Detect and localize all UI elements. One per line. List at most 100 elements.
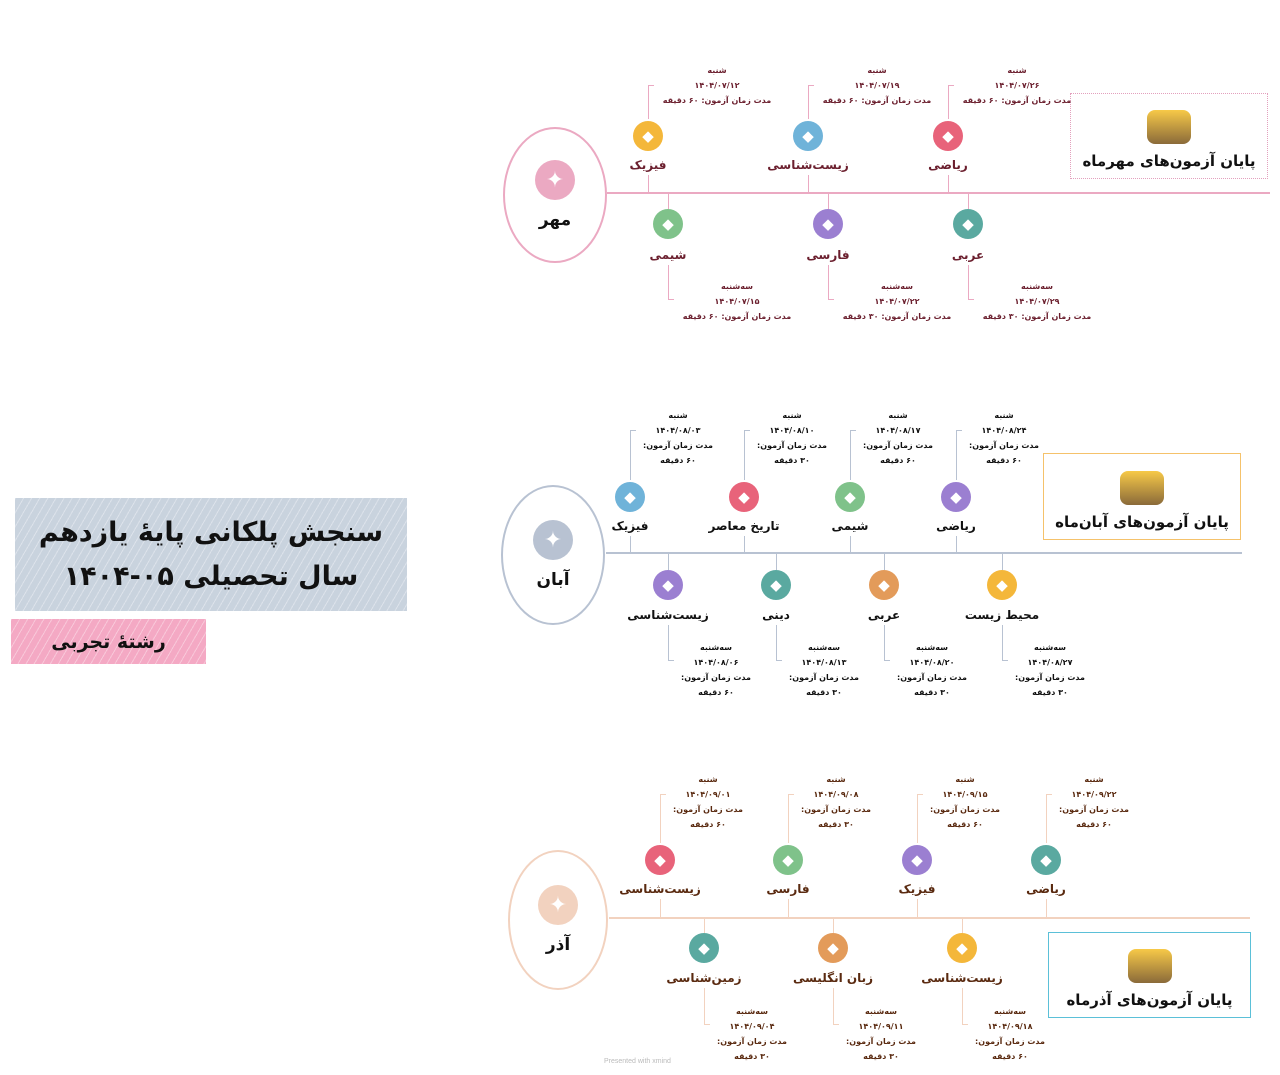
lightbulb-circuit-icon: ◆ bbox=[633, 121, 663, 151]
connector bbox=[668, 192, 669, 209]
exam-day: سه‌شنبه bbox=[789, 640, 859, 655]
connector bbox=[668, 660, 674, 661]
exam-info: شنبه ۱۴۰۴/۰۸/۲۴ مدت زمان آزمون: ۶۰ دقیقه bbox=[969, 408, 1039, 468]
subtitle: رشتهٔ تجربی bbox=[51, 630, 166, 653]
subject-label[interactable]: شیمی bbox=[831, 519, 869, 533]
exam-duration-label: مدت زمان آزمون: bbox=[1021, 312, 1092, 321]
subject-label[interactable]: ریاضی bbox=[936, 519, 976, 533]
exam-duration-value: ۳۰ دقیقه bbox=[734, 1052, 770, 1061]
petri-dish-icon: ◆ bbox=[793, 121, 823, 151]
desert-building-icon: ◆ bbox=[953, 209, 983, 239]
exam-duration-label: مدت زمان آزمون: bbox=[1015, 673, 1085, 682]
exam-duration-label-duration-value: مدت زمان آزمون: ۳۰ دقیقه bbox=[843, 309, 952, 324]
connector bbox=[744, 430, 745, 480]
subject-label[interactable]: زیست‌شناسی bbox=[921, 971, 1003, 985]
exam-date: ۱۴۰۴/۰۷/۱۲ bbox=[694, 81, 740, 90]
subject-label[interactable]: زیست‌شناسی bbox=[619, 882, 701, 896]
exam-duration-value: ۶۰ دقیقه bbox=[662, 96, 699, 105]
subject-label[interactable]: شیمی bbox=[649, 248, 687, 262]
connector bbox=[828, 192, 829, 209]
month-label: آذر bbox=[545, 935, 571, 955]
subject-label[interactable]: فارسی bbox=[806, 248, 850, 262]
exam-duration-value: ۳۰ دقیقه bbox=[914, 688, 950, 697]
exam-duration-label: مدت زمان آزمون: bbox=[975, 1037, 1045, 1046]
connector bbox=[956, 430, 957, 480]
exam-duration-value: ۳۰ دقیقه bbox=[897, 685, 967, 700]
month-label: آبان bbox=[536, 570, 570, 590]
exam-duration-value: ۶۰ دقیقه bbox=[969, 453, 1039, 468]
end-node-azar[interactable]: پایان آزمون‌های آذرماه bbox=[1048, 932, 1251, 1018]
exam-duration-label: مدت زمان آزمون: bbox=[1015, 670, 1085, 685]
connector bbox=[968, 299, 974, 300]
connector bbox=[808, 85, 814, 86]
exam-duration-label: مدت زمان آزمون: bbox=[969, 438, 1039, 453]
connector bbox=[1002, 625, 1003, 660]
connector bbox=[668, 552, 669, 570]
exam-duration-value: ۳۰ دقیقه bbox=[789, 685, 859, 700]
exam-date: ۱۴۰۴/۰۹/۰۸ bbox=[801, 787, 871, 802]
exam-date: ۱۴۰۴/۰۸/۱۰ bbox=[757, 423, 827, 438]
cake-icon bbox=[1127, 949, 1172, 983]
subject-label[interactable]: تاریخ معاصر bbox=[708, 519, 780, 533]
subject-label[interactable]: زیست‌شناسی bbox=[767, 158, 849, 172]
subject-label[interactable]: عربی bbox=[951, 248, 985, 262]
exam-day: شنبه bbox=[955, 775, 975, 784]
subject-label[interactable]: محیط زیست bbox=[964, 608, 1040, 622]
subject-label[interactable]: دینی bbox=[762, 608, 790, 622]
exam-duration-value: ۶۰ دقیقه bbox=[986, 456, 1022, 465]
exam-duration-label-duration-value: مدت زمان آزمون: ۶۰ دقیقه bbox=[683, 309, 792, 324]
subject-label[interactable]: زبان انگلیسی bbox=[792, 971, 874, 985]
exam-date: ۱۴۰۴/۰۸/۱۷ bbox=[863, 423, 933, 438]
exam-date: ۱۴۰۴/۰۸/۲۷ bbox=[1015, 655, 1085, 670]
exam-day: شنبه bbox=[1007, 66, 1027, 75]
translate-icon: ◆ bbox=[869, 570, 899, 600]
exam-date: ۱۴۰۴/۰۹/۱۸ bbox=[975, 1019, 1045, 1034]
end-label: پایان آزمون‌های مهرماه bbox=[1082, 152, 1256, 170]
connector bbox=[660, 794, 666, 795]
exam-day: شنبه bbox=[823, 63, 932, 78]
exam-date: ۱۴۰۴/۰۷/۱۵ bbox=[683, 294, 792, 309]
subject-label[interactable]: زمین‌شناسی bbox=[666, 971, 742, 985]
subject-label[interactable]: فیزیک bbox=[898, 882, 936, 896]
subject-label[interactable]: ریاضی bbox=[928, 158, 968, 172]
subject-label[interactable]: ریاضی bbox=[1026, 882, 1066, 896]
month-node-azar[interactable]: ✦ آذر bbox=[508, 850, 608, 990]
exam-duration-label: مدت زمان آزمون: bbox=[863, 441, 933, 450]
exam-info: سه‌شنبه ۱۴۰۴/۰۸/۲۰ مدت زمان آزمون: ۳۰ دقیقه bbox=[897, 640, 967, 700]
end-node-mehr[interactable]: پایان آزمون‌های مهرماه bbox=[1070, 93, 1268, 179]
exam-duration-value: ۶۰ دقیقه bbox=[681, 685, 751, 700]
connector bbox=[668, 265, 669, 299]
connector bbox=[788, 794, 794, 795]
connector bbox=[1046, 794, 1052, 795]
exam-duration-label: مدت زمان آزمون: bbox=[1001, 96, 1072, 105]
subject-label[interactable]: عربی bbox=[867, 608, 901, 622]
exam-date: ۱۴۰۴/۰۹/۱۸ bbox=[987, 1022, 1033, 1031]
subject-label[interactable]: فارسی bbox=[766, 882, 810, 896]
exam-info: شنبه ۱۴۰۴/۰۹/۲۲ مدت زمان آزمون: ۶۰ دقیقه bbox=[1059, 772, 1129, 832]
subject-label[interactable]: فیزیک bbox=[629, 158, 667, 172]
exam-date: ۱۴۰۴/۰۹/۱۵ bbox=[942, 790, 988, 799]
subtitle-box: رشتهٔ تجربی bbox=[11, 619, 206, 664]
exam-duration-value: ۳۰ دقیقه bbox=[818, 820, 854, 829]
exam-date: ۱۴۰۴/۰۷/۱۵ bbox=[714, 297, 760, 306]
title-box: سنجش پلکانی پایهٔ یازدهم سال تحصیلی ۰۵-۱… bbox=[15, 498, 407, 611]
end-node-aban[interactable]: پایان آزمون‌های آبان‌ماه bbox=[1043, 453, 1241, 540]
exam-date: ۱۴۰۴/۰۷/۲۶ bbox=[963, 78, 1072, 93]
connector bbox=[833, 1024, 839, 1025]
month-node-aban[interactable]: ✦ آبان bbox=[501, 485, 605, 625]
connector bbox=[808, 85, 809, 119]
exam-duration-label: مدت زمان آزمون: bbox=[930, 802, 1000, 817]
exam-date: ۱۴۰۴/۰۹/۲۲ bbox=[1071, 790, 1117, 799]
exam-date: ۱۴۰۴/۰۷/۲۲ bbox=[843, 294, 952, 309]
exam-day: شنبه bbox=[757, 408, 827, 423]
exam-date: ۱۴۰۴/۰۹/۱۱ bbox=[846, 1019, 916, 1034]
exam-day: سه‌شنبه bbox=[1034, 643, 1066, 652]
exam-duration-value: ۳۰ دقیقه bbox=[1032, 688, 1068, 697]
exam-duration-value: ۳۰ دقیقه bbox=[982, 312, 1019, 321]
crescent-star-icon: ◆ bbox=[761, 570, 791, 600]
subject-label[interactable]: زیست‌شناسی bbox=[627, 608, 709, 622]
month-node-mehr[interactable]: ✦ مهر bbox=[503, 127, 607, 263]
connector bbox=[962, 1024, 968, 1025]
connector bbox=[828, 265, 829, 299]
subject-label[interactable]: فیزیک bbox=[611, 519, 649, 533]
